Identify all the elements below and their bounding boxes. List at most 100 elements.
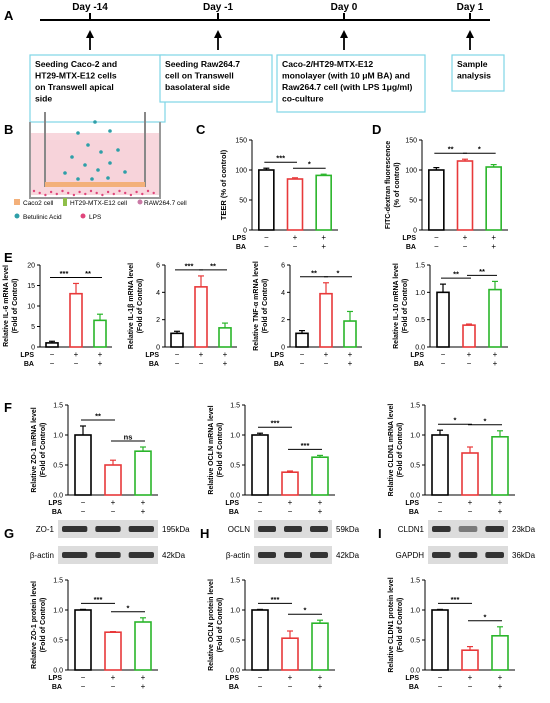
y-tick-label: 4 bbox=[281, 290, 285, 297]
y-tick-label: 0.5 bbox=[230, 463, 240, 470]
lps-row-value: − bbox=[258, 498, 263, 507]
caco2-cell-icon bbox=[14, 199, 20, 205]
y-tick-label: 1.0 bbox=[410, 608, 420, 615]
ba-row-value: − bbox=[258, 682, 263, 691]
lps-row-value: + bbox=[288, 498, 293, 507]
bar bbox=[104, 464, 122, 496]
ba-row-label: BA bbox=[274, 361, 284, 368]
timeline-step-text: Caco-2/HT29-MTX-E12 bbox=[282, 59, 373, 69]
y-axis-label-sub: (Fold of Control) bbox=[40, 598, 47, 653]
lps-particle bbox=[95, 191, 98, 195]
raw-cell-icon bbox=[137, 199, 143, 205]
y-tick-label: 15 bbox=[27, 283, 35, 290]
significance-label: * bbox=[454, 416, 457, 425]
ba-row-label: BA bbox=[229, 509, 239, 516]
y-axis-label-sub: (Fold of Control) bbox=[397, 598, 404, 653]
ba-row-label: BA bbox=[236, 244, 246, 251]
ba-row-value: − bbox=[438, 682, 443, 691]
significance-label: * bbox=[484, 416, 487, 425]
lps-row-value: + bbox=[467, 350, 472, 359]
lps-particle bbox=[84, 192, 87, 196]
timeline-step-text: Sample bbox=[457, 59, 488, 69]
y-axis-label: Relative CLDN1 protein level bbox=[388, 577, 395, 672]
apical-medium bbox=[45, 140, 145, 186]
y-tick-label: 1.5 bbox=[53, 403, 63, 410]
lps-row-value: − bbox=[300, 350, 305, 359]
y-tick-label: 1.0 bbox=[415, 290, 425, 297]
blot-band bbox=[95, 526, 121, 532]
lps-particle bbox=[135, 190, 138, 194]
cell-monolayer bbox=[45, 182, 145, 187]
ba-row-value: − bbox=[199, 359, 204, 368]
lps-row-value: + bbox=[288, 673, 293, 682]
ba-row-value: − bbox=[467, 359, 472, 368]
blot-band bbox=[458, 552, 478, 558]
ba-row-value: + bbox=[498, 507, 503, 516]
lps-row-value: − bbox=[175, 350, 180, 359]
blot-band bbox=[258, 552, 276, 558]
bar bbox=[319, 292, 333, 348]
bar bbox=[93, 319, 107, 348]
chart-e2: 0 2 4 6 Relative IL-1β mRNA level (Fold of Co… bbox=[128, 261, 237, 368]
ba-row-value: + bbox=[318, 507, 323, 516]
panel-letter-d: D bbox=[372, 122, 381, 137]
y-axis-label-sub: (% of control) bbox=[394, 162, 401, 207]
chart-e1: 0 5 10 15 20 Relative IL-6 mRNA level (Fold of… bbox=[3, 263, 112, 368]
y-tick-label: 6 bbox=[281, 263, 285, 270]
y-tick-label: 0 bbox=[281, 345, 285, 352]
lps-particle bbox=[44, 193, 47, 197]
significance-label: ** bbox=[311, 268, 317, 277]
lps-particle bbox=[101, 193, 104, 197]
y-tick-label: 100 bbox=[235, 168, 247, 175]
lps-row-value: + bbox=[223, 350, 228, 359]
timeline-step-box bbox=[159, 54, 273, 103]
lps-row-value: + bbox=[498, 498, 503, 507]
ba-row-label: BA bbox=[409, 684, 419, 691]
lps-particle bbox=[78, 190, 81, 194]
panel-letter-c: C bbox=[196, 122, 206, 137]
y-tick-label: 0.0 bbox=[230, 668, 240, 675]
ba-row-value: − bbox=[438, 507, 443, 516]
blot-protein-label: OCLN bbox=[228, 525, 250, 534]
significance-label: *** bbox=[60, 269, 69, 278]
panel-letter-g: G bbox=[4, 526, 14, 541]
timeline-step-text: on Transwell apical bbox=[35, 82, 114, 92]
betulinic-acid-particle bbox=[90, 177, 94, 181]
y-axis-label-sub: (Fold of Control) bbox=[402, 279, 409, 334]
lps-particle bbox=[67, 191, 70, 195]
bar bbox=[456, 160, 474, 231]
bar bbox=[461, 452, 479, 496]
y-tick-label: 0.5 bbox=[230, 638, 240, 645]
betulinic-acid-particle bbox=[76, 131, 80, 135]
y-tick-label: 0.5 bbox=[53, 463, 63, 470]
blot-protein-label: GAPDH bbox=[396, 551, 425, 560]
y-axis-label: TEER (% of control) bbox=[219, 149, 228, 220]
bar bbox=[311, 456, 329, 496]
bar bbox=[295, 332, 309, 348]
lps-row-value: + bbox=[74, 350, 79, 359]
panel-letter-h: H bbox=[200, 526, 209, 541]
timeline-step-text: cell on Transwell bbox=[165, 71, 234, 81]
lps-particle bbox=[38, 191, 41, 195]
significance-label: ns bbox=[124, 433, 133, 442]
ba-row-value: + bbox=[223, 359, 228, 368]
legend-ba: Betulinic Acid bbox=[23, 214, 62, 221]
legend-ht29: HT29-MTX-E12 cell bbox=[70, 200, 128, 207]
lps-row-value: + bbox=[321, 233, 326, 242]
y-tick-label: 0.0 bbox=[410, 668, 420, 675]
significance-label: *** bbox=[271, 419, 280, 428]
ba-row-value: + bbox=[321, 242, 326, 251]
lps-row-value: + bbox=[111, 498, 116, 507]
timeline-step-box bbox=[276, 54, 426, 113]
chart-f2: 0.0 0.5 1.0 1.5 Relative OCLN mRNA level (Fol… bbox=[208, 403, 335, 516]
chart-f1: 0.0 0.5 1.0 1.5 Relative ZO-1 mRNA level (Fol… bbox=[31, 403, 158, 516]
y-axis-label: Relative TNF-α mRNA level bbox=[253, 261, 260, 351]
y-tick-label: 0.5 bbox=[410, 638, 420, 645]
lps-row-value: − bbox=[438, 673, 443, 682]
ba-row-value: − bbox=[468, 507, 473, 516]
lps-row-value: + bbox=[491, 233, 496, 242]
y-tick-label: 150 bbox=[405, 138, 417, 145]
y-tick-label: 5 bbox=[31, 324, 35, 331]
